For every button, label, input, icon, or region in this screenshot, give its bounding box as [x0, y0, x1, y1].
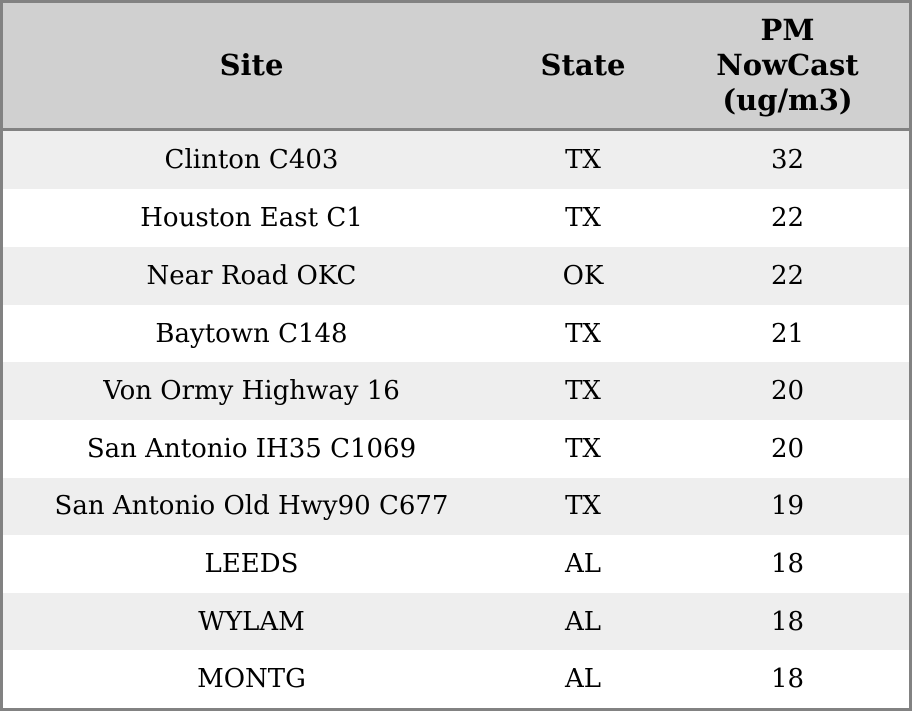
pm-nowcast-cell: 32	[770, 144, 805, 175]
table-row: Clinton C403 TX 32	[3, 129, 909, 190]
table-row: WYLAM AL 18	[3, 592, 909, 651]
pm-nowcast-table: Site State PM NowCast (ug/m3) Clinton C4…	[3, 3, 909, 708]
pm-nowcast-cell: 21	[770, 318, 805, 349]
table-row: Houston East C1 TX 22	[3, 189, 909, 248]
pm-nowcast-cell: 18	[770, 548, 805, 579]
site-cell: LEEDS	[204, 548, 299, 579]
state-cell: TX	[565, 491, 601, 522]
site-cell: Von Ormy Highway 16	[103, 376, 400, 407]
column-header-pm-nowcast: PM NowCast (ug/m3)	[666, 3, 909, 131]
state-cell: OK	[562, 260, 604, 291]
table-header: Site State PM NowCast (ug/m3)	[3, 3, 909, 131]
pm-header-line-3: (ug/m3)	[722, 82, 853, 117]
table-row: MONTG AL 18	[3, 650, 909, 708]
pm-nowcast-cell: 22	[770, 203, 805, 234]
pm-nowcast-cell: 19	[770, 491, 805, 522]
site-cell: Near Road OKC	[146, 260, 357, 291]
pm-nowcast-cell: 20	[770, 433, 805, 464]
column-header-site: Site	[3, 3, 500, 131]
site-cell: MONTG	[197, 664, 306, 695]
table-row: San Antonio IH35 C1069 TX 20	[3, 419, 909, 478]
pm-nowcast-cell: 20	[770, 376, 805, 407]
site-cell: San Antonio IH35 C1069	[86, 433, 417, 464]
table-row: Baytown C148 TX 21	[3, 304, 909, 363]
state-cell: AL	[564, 548, 602, 579]
state-cell: AL	[564, 664, 602, 695]
column-header-state: State	[500, 3, 666, 131]
pm-nowcast-cell: 22	[770, 260, 805, 291]
site-cell: WYLAM	[198, 606, 305, 637]
state-cell: TX	[565, 144, 601, 175]
site-cell: Houston East C1	[140, 203, 363, 234]
pm-nowcast-cell: 18	[770, 606, 805, 637]
state-cell: TX	[565, 376, 601, 407]
state-cell: TX	[565, 203, 601, 234]
state-cell: TX	[565, 433, 601, 464]
pm-header-line-1: PM	[760, 12, 815, 47]
site-cell: San Antonio Old Hwy90 C677	[54, 491, 449, 522]
site-cell: Baytown C148	[155, 318, 348, 349]
state-cell: TX	[565, 318, 601, 349]
table-row: Near Road OKC OK 22	[3, 247, 909, 305]
pm-nowcast-cell: 18	[770, 664, 805, 695]
site-cell: Clinton C403	[164, 144, 339, 175]
table-row: San Antonio Old Hwy90 C677 TX 19	[3, 477, 909, 536]
table-row: LEEDS AL 18	[3, 535, 909, 593]
state-cell: AL	[564, 606, 602, 637]
table-row: Von Ormy Highway 16 TX 20	[3, 362, 909, 420]
table-body: Clinton C403 TX 32 Houston East C1 TX 22…	[3, 129, 909, 708]
pm-header-line-2: NowCast	[716, 47, 859, 82]
header-row: Site State PM NowCast (ug/m3)	[3, 3, 909, 131]
